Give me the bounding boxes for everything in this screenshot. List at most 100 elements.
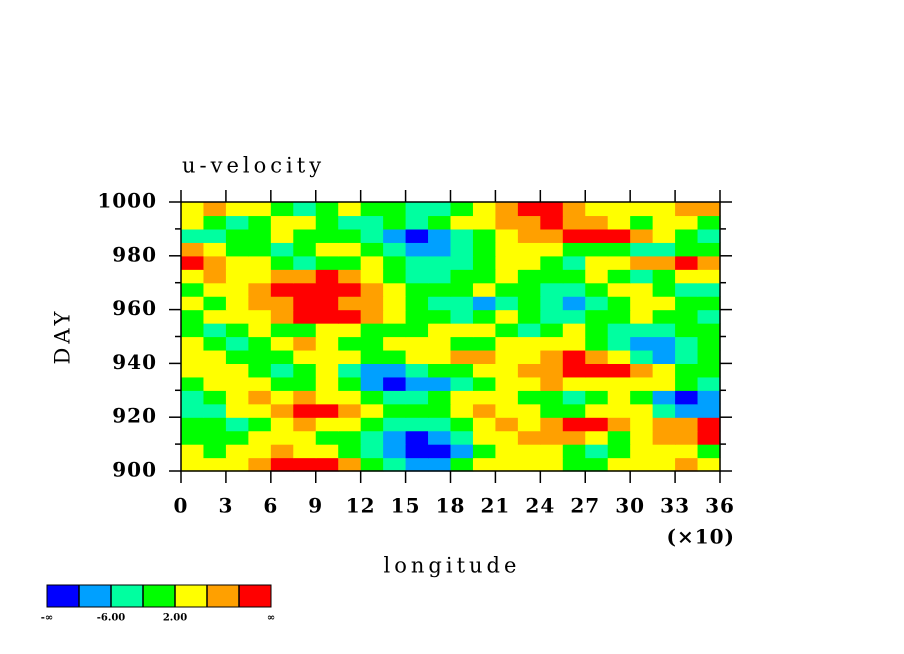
field-cell: [652, 444, 676, 459]
field-cell: [495, 242, 519, 257]
field-cell: [225, 255, 249, 270]
field-cell: [472, 444, 497, 459]
field-cell: [585, 282, 609, 297]
field-cell: [270, 363, 294, 378]
field-cell: [517, 202, 541, 217]
field-cell: [225, 376, 249, 391]
field-cell: [293, 336, 317, 351]
field-cell: [270, 430, 294, 445]
y-tick-label: 980: [112, 242, 157, 266]
field-cell: [383, 430, 407, 445]
field-cell: [495, 282, 519, 297]
colorbar-swatch: [111, 585, 143, 607]
field-cell: [697, 376, 721, 391]
field-cell: [585, 336, 609, 351]
field-cell: [203, 349, 227, 364]
field-cell: [607, 403, 631, 418]
field-cell: [405, 282, 429, 297]
field-cell: [517, 430, 541, 445]
field-cell: [360, 282, 384, 297]
field-cell: [517, 349, 541, 364]
field-cell: [248, 215, 272, 230]
field-cell: [697, 444, 721, 459]
field-cell: [607, 215, 631, 230]
field-cell: [181, 242, 205, 257]
field-cell: [517, 282, 541, 297]
field-cell: [203, 417, 227, 432]
field-cell: [181, 417, 205, 432]
field-cell: [630, 376, 654, 391]
field-cell: [562, 215, 586, 230]
field-cell: [540, 430, 564, 445]
field-cell: [562, 202, 586, 217]
field-cell: [562, 390, 586, 405]
field-cell: [675, 457, 699, 472]
field-cell: [203, 430, 227, 445]
field-cell: [630, 323, 654, 338]
field-cell: [585, 269, 609, 284]
field-cell: [225, 282, 249, 297]
field-cell: [338, 403, 362, 418]
field-cell: [450, 376, 474, 391]
field-cell: [203, 390, 227, 405]
y-tick-label: 1000: [97, 189, 157, 213]
field-cell: [697, 349, 721, 364]
field-cell: [293, 242, 317, 257]
field-cell: [360, 430, 384, 445]
field-cell: [203, 403, 227, 418]
field-cell: [450, 309, 474, 324]
field-cell: [630, 349, 654, 364]
field-cell: [472, 417, 497, 432]
field-cell: [630, 255, 654, 270]
field-cell: [540, 309, 564, 324]
field-cell: [697, 242, 721, 257]
field-cell: [495, 309, 519, 324]
field-cell: [450, 215, 474, 230]
field-cell: [315, 444, 339, 459]
field-cell: [225, 417, 249, 432]
field-cell: [360, 255, 384, 270]
field-cell: [225, 444, 249, 459]
field-cell: [495, 444, 519, 459]
field-cell: [270, 376, 294, 391]
field-cell: [495, 349, 519, 364]
field-cell: [181, 255, 205, 270]
field-cell: [517, 242, 541, 257]
field-cell: [495, 363, 519, 378]
field-cell: [383, 403, 407, 418]
field-cell: [652, 282, 676, 297]
field-cell: [338, 444, 362, 459]
field-cell: [270, 255, 294, 270]
field-cell: [472, 457, 497, 472]
field-cell: [517, 376, 541, 391]
field-cell: [652, 336, 676, 351]
field-cell: [517, 363, 541, 378]
field-cell: [450, 202, 474, 217]
field-cell: [383, 242, 407, 257]
field-cell: [315, 390, 339, 405]
field-cell: [517, 296, 541, 311]
field-cell: [248, 417, 272, 432]
field-cell: [405, 215, 429, 230]
field-cell: [428, 430, 452, 445]
field-cell: [360, 323, 384, 338]
field-cell: [315, 430, 339, 445]
field-cell: [652, 390, 676, 405]
field-cell: [270, 417, 294, 432]
field-cell: [630, 336, 654, 351]
field-cell: [203, 457, 227, 472]
field-cell: [517, 336, 541, 351]
field-cell: [652, 430, 676, 445]
field-cell: [652, 323, 676, 338]
field-cell: [293, 430, 317, 445]
field-cell: [517, 228, 541, 243]
field-cell: [540, 215, 564, 230]
field-cell: [607, 430, 631, 445]
field-cell: [383, 349, 407, 364]
field-cell: [383, 269, 407, 284]
field-cell: [315, 296, 339, 311]
field-cell: [697, 228, 721, 243]
y-tick-label: 960: [112, 296, 157, 320]
field-cell: [360, 349, 384, 364]
field-cell: [450, 430, 474, 445]
